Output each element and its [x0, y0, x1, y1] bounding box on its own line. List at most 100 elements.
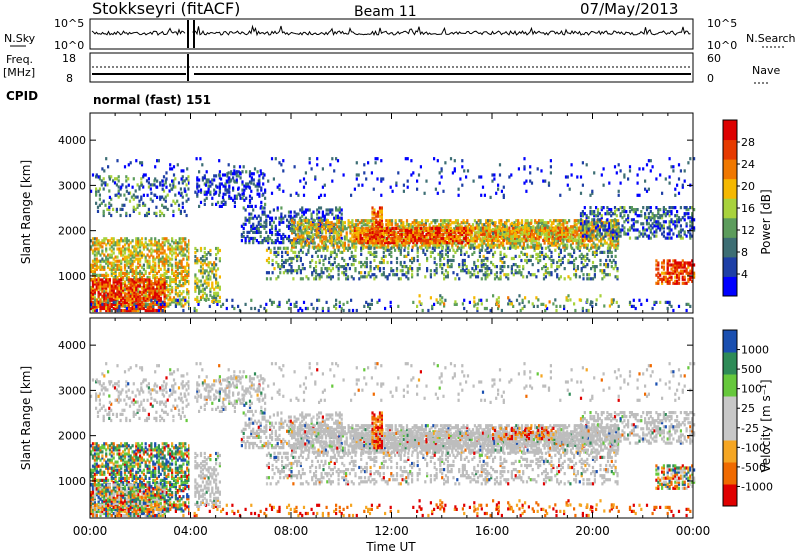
power-cell: [93, 237, 96, 241]
power-cell: [649, 206, 652, 210]
power-cell: [133, 282, 136, 286]
power-cell: [520, 219, 524, 223]
power-cell: [405, 223, 409, 227]
power-cell: [395, 256, 399, 261]
power-cell: [523, 234, 526, 238]
power-cell: [436, 228, 439, 232]
power-cell: [129, 249, 132, 253]
power-cell: [412, 239, 415, 243]
power-cell: [120, 253, 123, 257]
power-cell: [127, 245, 130, 249]
power-cell: [365, 241, 368, 245]
power-cell: [394, 273, 397, 277]
power-cell: [316, 273, 319, 277]
power-cell: [615, 232, 618, 236]
power-cell: [291, 221, 294, 225]
power-cell: [657, 216, 660, 220]
power-cell: [108, 304, 111, 308]
power-cell: [139, 275, 142, 280]
power-cell: [252, 224, 255, 228]
power-cell: [429, 228, 432, 232]
power-cell: [304, 231, 307, 235]
power-cell: [337, 273, 340, 277]
power-cell: [677, 261, 681, 265]
power-cell: [434, 245, 437, 249]
power-cell: [136, 195, 139, 199]
power-cell: [446, 230, 449, 234]
power-cell: [99, 259, 102, 263]
power-cell: [385, 226, 388, 230]
power-cell: [330, 241, 333, 245]
power-cell: [180, 273, 183, 277]
power-cell: [163, 290, 166, 294]
power-cell: [559, 230, 562, 234]
power-cell: [439, 243, 443, 247]
power-cell: [150, 284, 153, 288]
power-cell: [199, 190, 203, 194]
power-cell: [685, 267, 688, 271]
power-cell: [110, 213, 113, 218]
power-cell: [118, 292, 121, 296]
power-cell: [407, 223, 410, 227]
power-cell: [387, 234, 390, 239]
power-cell: [487, 241, 490, 245]
power-cell: [165, 261, 168, 265]
power-cell: [583, 230, 586, 234]
power-cell: [600, 206, 603, 210]
power-cell: [112, 265, 115, 269]
power-cell: [90, 296, 93, 300]
power-cell: [150, 290, 153, 294]
power-cell: [114, 241, 117, 245]
power-cell: [129, 288, 132, 292]
power-cell: [248, 241, 251, 245]
power-cell: [340, 216, 343, 220]
power-cell: [476, 226, 479, 230]
power-cell: [274, 216, 277, 220]
power-cell: [326, 221, 329, 225]
power-cell: [156, 296, 159, 300]
power-cell: [662, 259, 665, 263]
power-cell: [127, 275, 130, 280]
power-cell: [585, 216, 588, 220]
power-cell: [460, 225, 463, 229]
power-cell: [125, 197, 128, 201]
power-cell: [408, 241, 411, 245]
power-cell: [683, 269, 686, 273]
power-cell: [105, 249, 108, 253]
power-cell: [270, 226, 274, 230]
power-cell: [410, 228, 413, 232]
power-cell: [296, 269, 299, 273]
power-cell: [466, 221, 469, 225]
power-cell: [640, 214, 643, 218]
power-cell: [612, 236, 615, 240]
power-cell: [108, 306, 111, 311]
power-cell: [318, 206, 321, 210]
power-cell: [439, 239, 443, 243]
power-cell: [649, 210, 652, 214]
power-cell: [564, 245, 567, 249]
power-cell: [320, 271, 323, 275]
power-cell: [182, 239, 185, 243]
power-cell: [502, 223, 505, 227]
power-cell: [316, 246, 319, 250]
power-cell: [122, 245, 125, 249]
power-cell: [257, 222, 260, 226]
power-cell: [159, 292, 162, 296]
power-cell: [498, 245, 501, 249]
power-cell: [95, 284, 98, 288]
power-cell: [429, 226, 432, 230]
power-cell: [552, 239, 556, 243]
power-cell: [105, 247, 108, 251]
power-cell: [110, 265, 113, 269]
power-cell: [351, 233, 354, 237]
power-cell: [672, 232, 675, 236]
power-cell: [114, 263, 117, 267]
power-cell: [178, 261, 181, 265]
power-cell: [472, 236, 475, 240]
power-cell: [274, 226, 277, 230]
power-cell: [672, 265, 675, 269]
power-cell: [95, 251, 98, 255]
power-cell: [93, 241, 96, 245]
power-cell: [105, 275, 108, 280]
power-cell: [569, 245, 573, 249]
